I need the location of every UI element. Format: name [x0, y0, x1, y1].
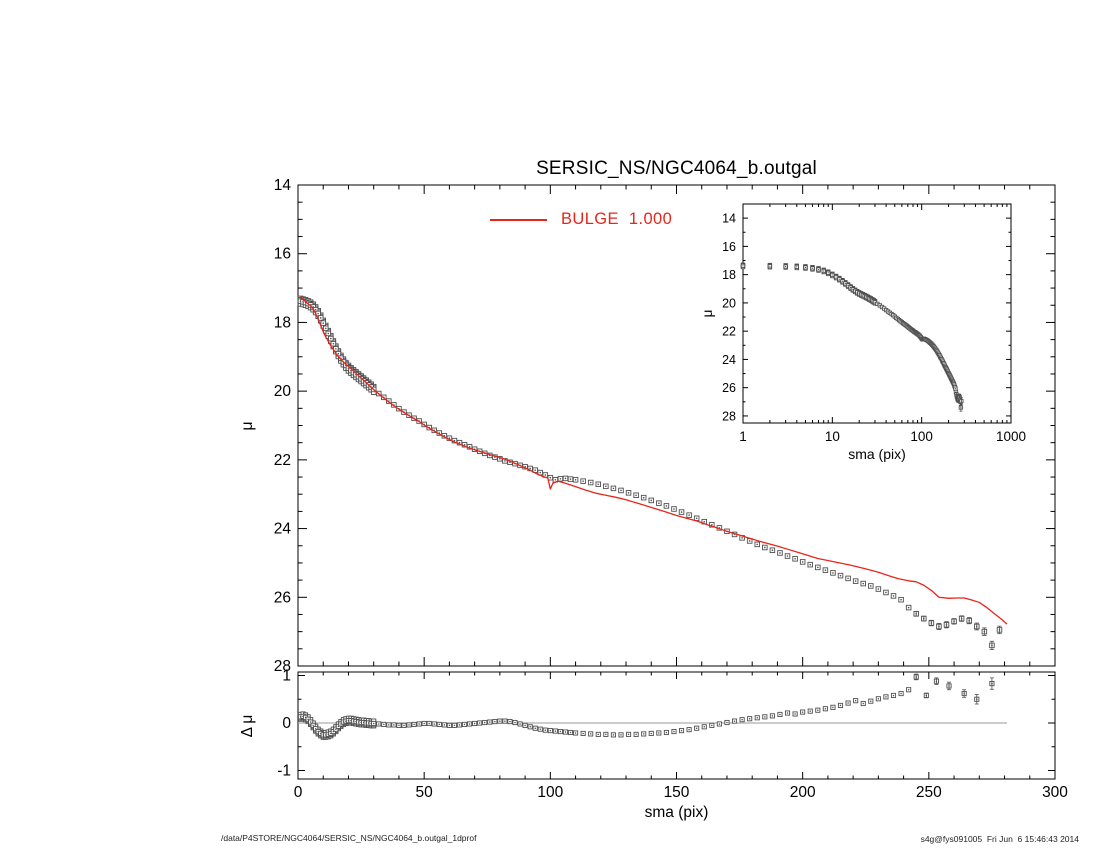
- main-y-tick-label: 18: [274, 314, 291, 331]
- residual-y-tick-label: -1: [277, 763, 291, 780]
- inset-y-tick-label: 20: [722, 296, 736, 310]
- inset-x-axis-title: sma (pix): [848, 446, 906, 462]
- x-tick-label: 150: [664, 784, 690, 801]
- residual-data-series: [297, 673, 995, 740]
- x-tick-label: 50: [416, 784, 434, 801]
- inset-y-tick-label: 24: [722, 353, 736, 367]
- main-data-series: [297, 295, 1003, 650]
- main-y-tick-label: 20: [274, 383, 292, 400]
- residual-y-tick-label: 1: [282, 668, 291, 685]
- x-axis-title: sma (pix): [645, 804, 709, 821]
- main-y-tick-label: 28: [274, 658, 291, 675]
- inset-x-tick-label: 1000: [996, 429, 1026, 444]
- inset-x-tick-label: 10: [825, 429, 840, 444]
- inset-y-tick-label: 18: [722, 268, 736, 282]
- inset-x-tick-label: 1: [739, 429, 747, 444]
- inset-y-tick-label: 14: [722, 212, 736, 226]
- main-y-tick-label: 26: [274, 589, 291, 606]
- x-tick-label: 100: [537, 784, 563, 801]
- legend-line-swatch: [490, 219, 547, 221]
- inset-data-series: [740, 262, 964, 412]
- inset-panel: 14 16 18 20 22 24 26 281 10 100 1000 sma (pix) μ: [700, 203, 1026, 462]
- main-panel: 14 16 18 20 22 24 26 28 μ: [239, 177, 1056, 675]
- residual-y-axis-title: Δ μ: [239, 715, 256, 738]
- main-y-tick-label: 14: [274, 177, 292, 194]
- residual-y-tick-label: 0: [282, 715, 291, 732]
- inset-y-tick-label: 16: [722, 240, 736, 254]
- inset-y-tick-label: 26: [722, 381, 736, 395]
- main-y-tick-label: 24: [274, 521, 292, 538]
- bulge-model-line: [300, 296, 1008, 625]
- main-y-tick-label: 22: [274, 452, 291, 469]
- inset-y-tick-label: 28: [722, 409, 736, 423]
- inset-x-tick-label: 100: [910, 429, 933, 444]
- x-tick-label: 250: [916, 784, 942, 801]
- inset-y-tick-label: 22: [722, 325, 736, 339]
- x-tick-label: 0: [294, 784, 303, 801]
- x-tick-label: 300: [1042, 784, 1068, 801]
- main-y-tick-label: 16: [274, 246, 291, 263]
- inset-y-axis-title: μ: [700, 310, 715, 318]
- x-tick-label: 200: [790, 784, 816, 801]
- main-y-axis-title: μ: [239, 421, 256, 430]
